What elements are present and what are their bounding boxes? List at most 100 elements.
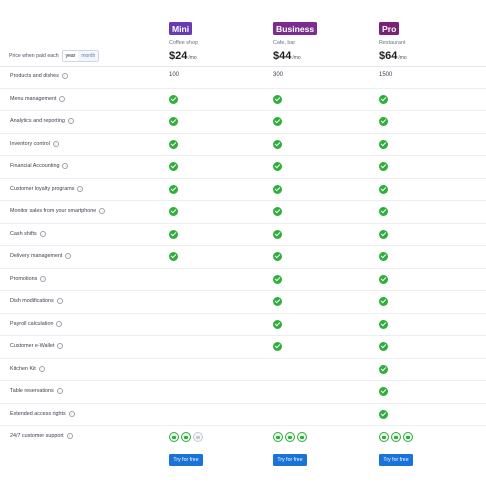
check-icon xyxy=(379,184,388,194)
info-icon[interactable]: i xyxy=(65,253,72,259)
plan-mini-subtitle: Coffee shop xyxy=(169,40,198,46)
info-icon[interactable]: i xyxy=(62,163,69,169)
check-icon xyxy=(379,387,388,396)
feature-row: Analytics and reporting i xyxy=(0,111,486,134)
message-icon xyxy=(181,432,191,442)
feature-label-text: Products and dishes xyxy=(10,73,59,79)
try-pro-button[interactable]: Try for free xyxy=(379,454,413,466)
check-icon xyxy=(379,162,388,171)
feature-label: Products and dishes i xyxy=(10,73,68,79)
info-icon[interactable]: i xyxy=(66,433,73,439)
feature-row: Products and dishes i 100 300 1500 xyxy=(0,66,486,89)
check-icon xyxy=(273,319,282,329)
check-icon xyxy=(169,207,178,216)
check-icon xyxy=(379,342,388,351)
check-icon xyxy=(379,274,388,284)
feature-row: Financial Accounting i xyxy=(0,156,486,179)
feature-row: Table reservations i xyxy=(0,381,486,404)
plan-pro-badge: Pro xyxy=(379,22,400,35)
phone-icon xyxy=(297,432,307,442)
plan-mini-price: $24/mo xyxy=(169,50,197,62)
feature-cell xyxy=(379,229,388,241)
plan-business-subtitle: Cafe, bar xyxy=(273,40,296,46)
feature-label: Payroll calculation i xyxy=(10,320,63,327)
check-icon xyxy=(273,139,282,149)
feature-row: Extended access rights i xyxy=(0,404,486,426)
feature-label-text: Customer e-Wallet xyxy=(10,343,55,349)
feature-cell xyxy=(379,94,388,106)
feature-label-text: Financial Accounting xyxy=(10,163,60,169)
info-icon[interactable]: i xyxy=(67,118,74,124)
try-mini-button[interactable]: Try for free xyxy=(169,454,203,466)
feature-cell xyxy=(379,319,388,331)
feature-label-text: Table reservations xyxy=(10,388,54,394)
info-icon[interactable]: i xyxy=(61,73,68,79)
feature-label: Customer e-Wallet i xyxy=(10,343,64,349)
feature-cell xyxy=(379,274,388,286)
support-row: 24/7 customer support i xyxy=(0,426,486,450)
period-option-year[interactable]: year xyxy=(62,51,79,61)
period-option-month[interactable]: month xyxy=(81,53,96,59)
info-icon[interactable]: i xyxy=(40,275,47,282)
feature-label: Extended access rights i xyxy=(10,410,75,417)
feature-cell xyxy=(169,229,178,241)
feature-cell xyxy=(379,117,388,128)
check-icon xyxy=(273,184,282,194)
feature-cell xyxy=(379,162,388,173)
feature-label: Delivery management i xyxy=(10,253,72,259)
check-icon xyxy=(379,252,388,261)
info-icon[interactable]: i xyxy=(68,410,75,417)
plan-mini-badge: Mini xyxy=(169,22,193,35)
check-icon xyxy=(273,94,282,104)
plan-business-price: $44/mo xyxy=(273,50,301,62)
feature-cell xyxy=(379,409,388,421)
phone-icon xyxy=(403,432,413,442)
feature-value: 1500 xyxy=(379,72,393,78)
feature-cell xyxy=(169,184,178,196)
feature-table: Products and dishes i 100 300 1500 Menu manag… xyxy=(0,66,486,450)
try-business-button[interactable]: Try for free xyxy=(273,454,307,466)
feature-cell xyxy=(379,184,388,196)
support-label: 24/7 customer support i xyxy=(10,433,73,439)
info-icon[interactable]: i xyxy=(56,298,63,304)
check-icon xyxy=(379,297,388,306)
info-icon[interactable]: i xyxy=(56,320,63,327)
feature-row: Monitor sales from your smartphone i xyxy=(0,201,486,224)
feature-label-text: Kitchen Kit xyxy=(10,365,36,372)
check-icon xyxy=(169,162,178,171)
info-icon[interactable]: i xyxy=(57,343,64,349)
support-icons xyxy=(379,432,413,442)
info-icon[interactable]: i xyxy=(99,208,106,214)
feature-cell xyxy=(379,139,388,151)
info-icon[interactable]: i xyxy=(38,365,45,372)
plan-pro-price: $64/mo xyxy=(379,50,407,62)
info-icon[interactable]: i xyxy=(59,95,66,102)
feature-cell xyxy=(379,207,388,218)
chat-icon xyxy=(169,432,179,442)
check-icon xyxy=(169,184,178,194)
plan-pro-subtitle: Restaurant xyxy=(379,40,406,46)
feature-label-text: Delivery management xyxy=(10,253,63,259)
support-icons xyxy=(273,432,307,442)
price-period-label: Price when paid each xyxy=(9,53,59,59)
feature-row: Delivery management i xyxy=(0,246,486,269)
check-icon xyxy=(273,274,282,284)
info-icon[interactable]: i xyxy=(39,230,46,237)
feature-label-text: Payroll calculation xyxy=(10,320,54,327)
info-icon[interactable]: i xyxy=(52,140,59,147)
check-icon xyxy=(379,139,388,149)
feature-label-text: Analytics and reporting xyxy=(10,118,65,124)
feature-label-text: Inventory control xyxy=(10,140,50,147)
feature-cell xyxy=(273,207,282,218)
info-icon[interactable]: i xyxy=(56,388,63,394)
check-icon xyxy=(379,364,388,374)
feature-label: Analytics and reporting i xyxy=(10,118,74,124)
feature-cell xyxy=(273,184,282,196)
feature-label: Table reservations i xyxy=(10,388,63,394)
feature-label-text: Extended access rights xyxy=(10,410,66,417)
feature-label: Promotions i xyxy=(10,275,47,282)
period-toggle[interactable]: year month xyxy=(61,50,100,62)
feature-cell xyxy=(273,229,282,241)
support-icons xyxy=(169,432,203,442)
info-icon[interactable]: i xyxy=(77,185,84,192)
